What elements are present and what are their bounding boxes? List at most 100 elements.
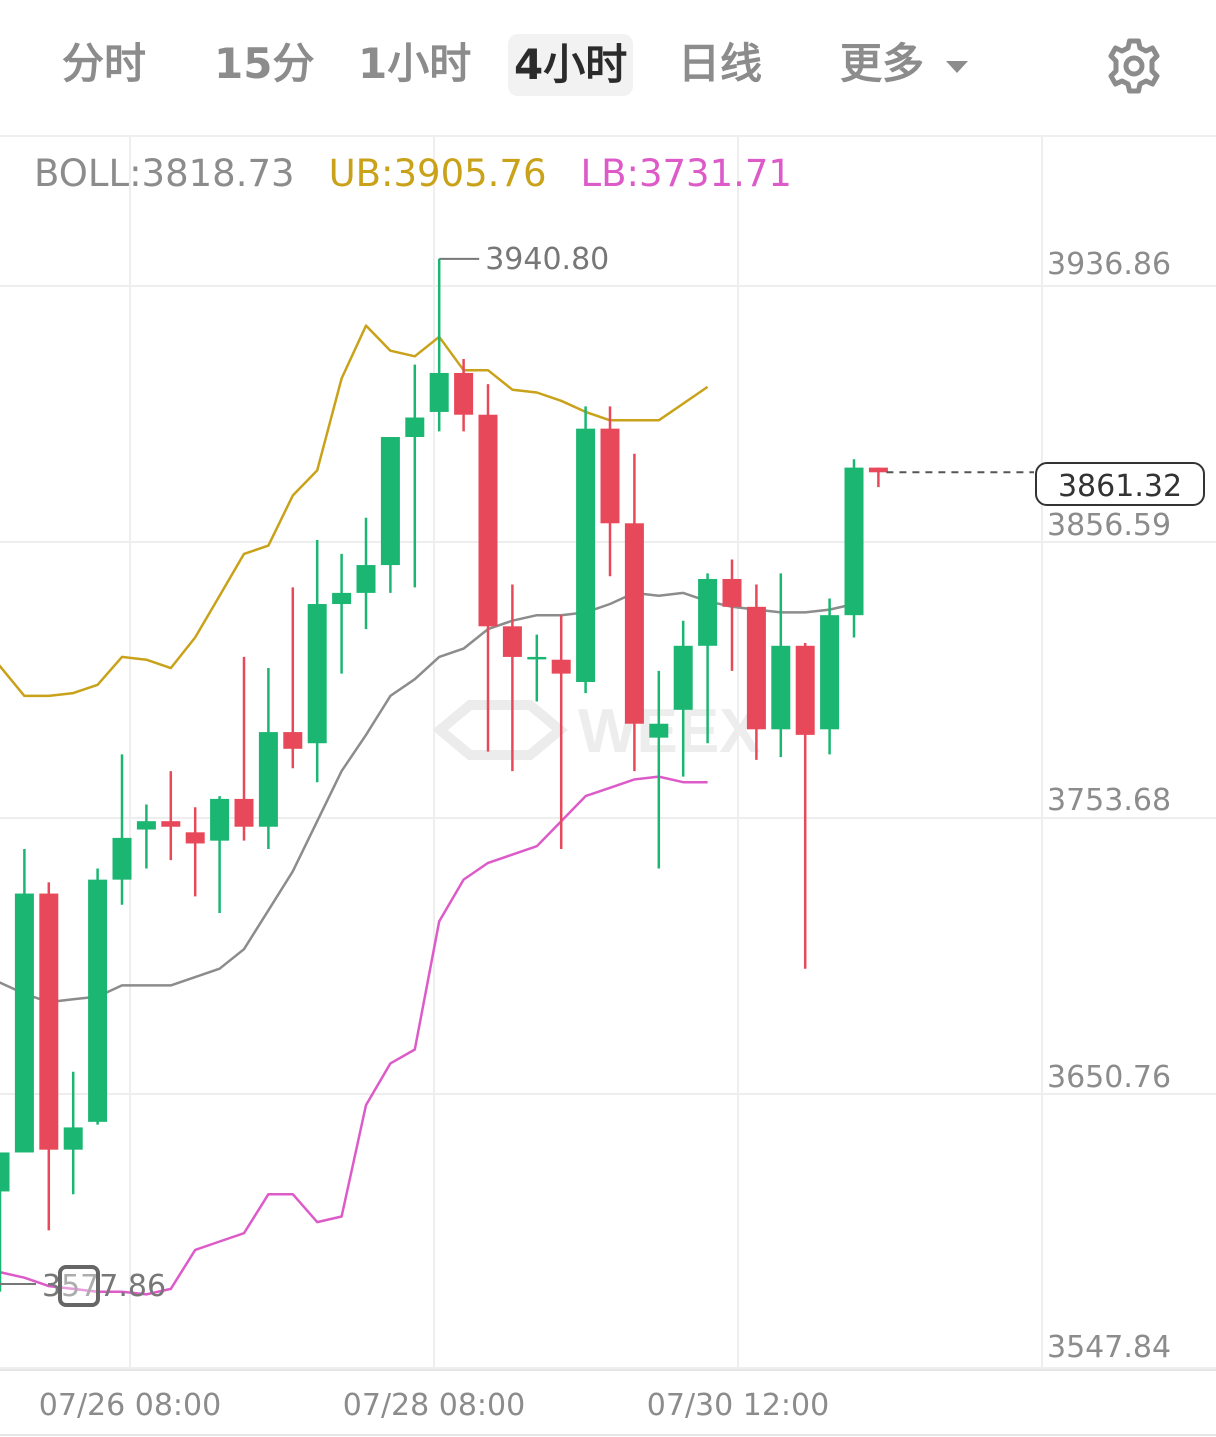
timeframe-toolbar: 分时 15分 1小时 4小时 日线 更多: [0, 0, 1216, 135]
candle: [527, 634, 547, 702]
candle: [405, 364, 425, 588]
candle: [307, 540, 327, 783]
candle: [356, 517, 376, 630]
candle-body: [673, 645, 693, 710]
low-price-label: 3577.86: [42, 1269, 166, 1304]
candle: [258, 668, 278, 850]
candle: [283, 587, 303, 769]
candle: [429, 258, 449, 432]
candle-body: [454, 372, 474, 415]
boll-indicator-legend: BOLL:3818.73 UB:3905.76 LB:3731.71: [34, 150, 826, 198]
boll-mid-line: [0, 591, 855, 1004]
candle: [185, 807, 205, 897]
weex-logo-icon: [432, 700, 568, 760]
candle: [234, 656, 254, 841]
candle: [502, 584, 522, 772]
candle: [722, 559, 742, 671]
x-axis-tick-label: 07/26 08:00: [39, 1388, 221, 1423]
candle-body: [746, 606, 766, 730]
tab-1hour[interactable]: 1小时: [358, 39, 472, 88]
candle: [698, 573, 718, 744]
candle-body: [771, 645, 791, 730]
candle: [868, 467, 888, 488]
candle: [600, 406, 620, 577]
candle-body: [332, 592, 352, 605]
candle: [112, 754, 132, 905]
candle: [649, 670, 669, 869]
candle-body: [14, 893, 34, 1153]
candle-body: [0, 1152, 10, 1192]
candle: [136, 804, 156, 869]
more-dropdown[interactable]: 更多: [840, 28, 969, 100]
y-axis-tick-label: 3856.59: [1047, 508, 1171, 543]
tab-4hour[interactable]: 4小时: [508, 34, 634, 96]
candle-body: [210, 798, 230, 841]
tab-daily[interactable]: 日线: [678, 39, 763, 88]
candle-body: [576, 428, 596, 682]
candle-body: [624, 523, 644, 724]
candle-body: [844, 467, 864, 616]
candle: [88, 868, 108, 1125]
candle: [551, 615, 571, 850]
candle-body: [63, 1127, 83, 1150]
candle-body: [112, 837, 132, 880]
candle-body: [307, 604, 327, 744]
candle: [14, 849, 34, 1153]
candle: [844, 459, 864, 638]
candle-body: [234, 798, 254, 827]
candle: [478, 384, 498, 752]
y-axis-tick-label: 3547.84: [1047, 1330, 1171, 1365]
candle-body: [722, 578, 742, 607]
tab-15min[interactable]: 15分: [214, 39, 315, 88]
boll-lower-line: [0, 775, 708, 1296]
candle-body: [405, 417, 425, 437]
candle-body: [600, 428, 620, 524]
candle: [771, 573, 791, 758]
candle: [746, 584, 766, 760]
candle-body: [356, 565, 376, 593]
y-axis-tick-label: 3753.68: [1047, 783, 1171, 818]
candle-body: [136, 821, 156, 830]
boll-upper-line: [0, 324, 709, 698]
x-axis-tick-label: 07/28 08:00: [343, 1388, 525, 1423]
high-price-label: 3940.80: [485, 242, 609, 277]
toolbar-divider: [0, 135, 1216, 137]
candle: [820, 598, 840, 755]
candle: [576, 406, 596, 694]
candle: [161, 771, 181, 861]
boll-mid-value: BOLL:3818.73: [34, 152, 295, 195]
candle-body: [527, 656, 547, 660]
candle-body: [39, 893, 59, 1150]
last-price-tag[interactable]: 3861.32: [1035, 462, 1205, 506]
candle: [63, 1071, 83, 1195]
candle: [0, 1152, 10, 1292]
candle-body: [161, 821, 181, 827]
weex-watermark: WEEX: [578, 697, 761, 766]
boll-upper-value: UB:3905.76: [328, 152, 547, 195]
low-price-marker-icon: [58, 1265, 100, 1307]
x-axis-tick-label: 07/30 12:00: [647, 1388, 829, 1423]
candle-body: [88, 879, 108, 1122]
candle: [332, 553, 352, 674]
candle: [210, 796, 230, 914]
candle-body: [283, 732, 303, 749]
candle-body: [429, 372, 449, 412]
candle: [380, 436, 400, 593]
candle: [624, 453, 644, 772]
candle: [454, 359, 474, 432]
gear-icon[interactable]: [1104, 36, 1164, 96]
y-axis-tick-label: 3936.86: [1047, 247, 1171, 282]
candle-body: [258, 732, 278, 827]
more-label: 更多: [840, 39, 925, 88]
candle-body: [185, 832, 205, 844]
candle: [795, 643, 815, 969]
y-axis-tick-label: 3650.76: [1047, 1060, 1171, 1095]
candle-body: [698, 578, 718, 646]
boll-lower-value: LB:3731.71: [580, 152, 792, 195]
caret-down-icon: [946, 60, 969, 73]
candle-body: [820, 615, 840, 730]
candle-body: [649, 723, 669, 738]
tab-time-share[interactable]: 分时: [62, 39, 147, 88]
